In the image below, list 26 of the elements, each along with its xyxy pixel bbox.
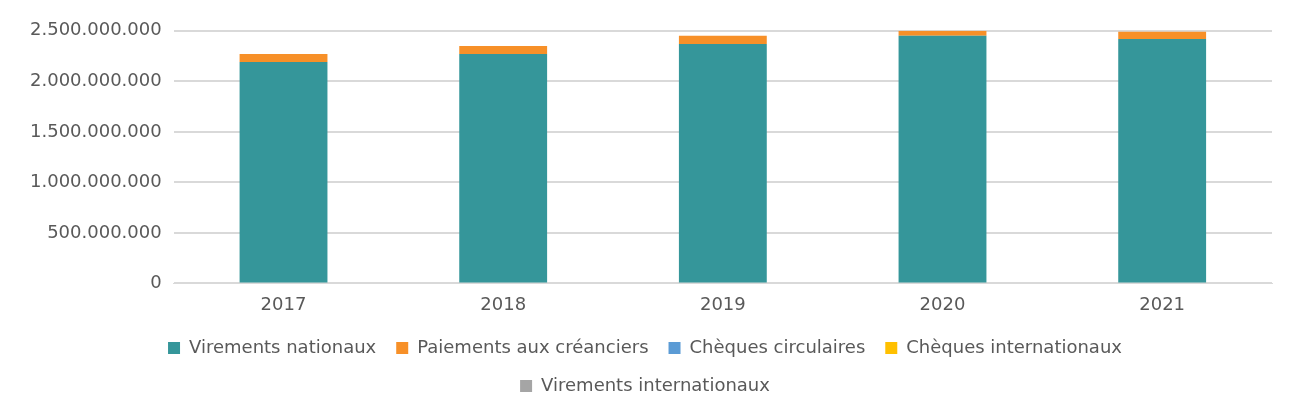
bar [678, 35, 767, 44]
bar [239, 54, 328, 63]
legend-label: Chèques circulaires [689, 335, 866, 357]
y-tick-label: 0 [150, 271, 162, 293]
bar [1118, 38, 1207, 283]
x-tick-label: 2020 [919, 292, 966, 314]
legend-label: Virements nationaux [189, 335, 377, 357]
y-tick-label: 1.500.000.000 [30, 119, 162, 141]
bar [459, 45, 548, 55]
bar [459, 54, 548, 283]
y-tick-label: 2.000.000.000 [30, 68, 162, 90]
bar [678, 43, 767, 283]
y-tick-label: 1.000.000.000 [30, 170, 162, 192]
legend-label: Paiements aux créanciers [417, 335, 649, 357]
x-tick-label: 2017 [260, 292, 307, 314]
legend-label: Virements internationaux [541, 373, 771, 395]
x-tick-label: 2019 [699, 292, 746, 314]
legend-label: Chèques internationaux [906, 335, 1123, 357]
bar [239, 62, 328, 283]
x-tick-label: 2021 [1139, 292, 1186, 314]
bar [1118, 31, 1207, 39]
y-tick-label: 500.000.000 [47, 220, 162, 242]
bar [898, 30, 987, 36]
y-tick-label: 2.500.000.000 [30, 18, 162, 40]
bar [898, 35, 987, 283]
x-tick-label: 2018 [480, 292, 527, 314]
